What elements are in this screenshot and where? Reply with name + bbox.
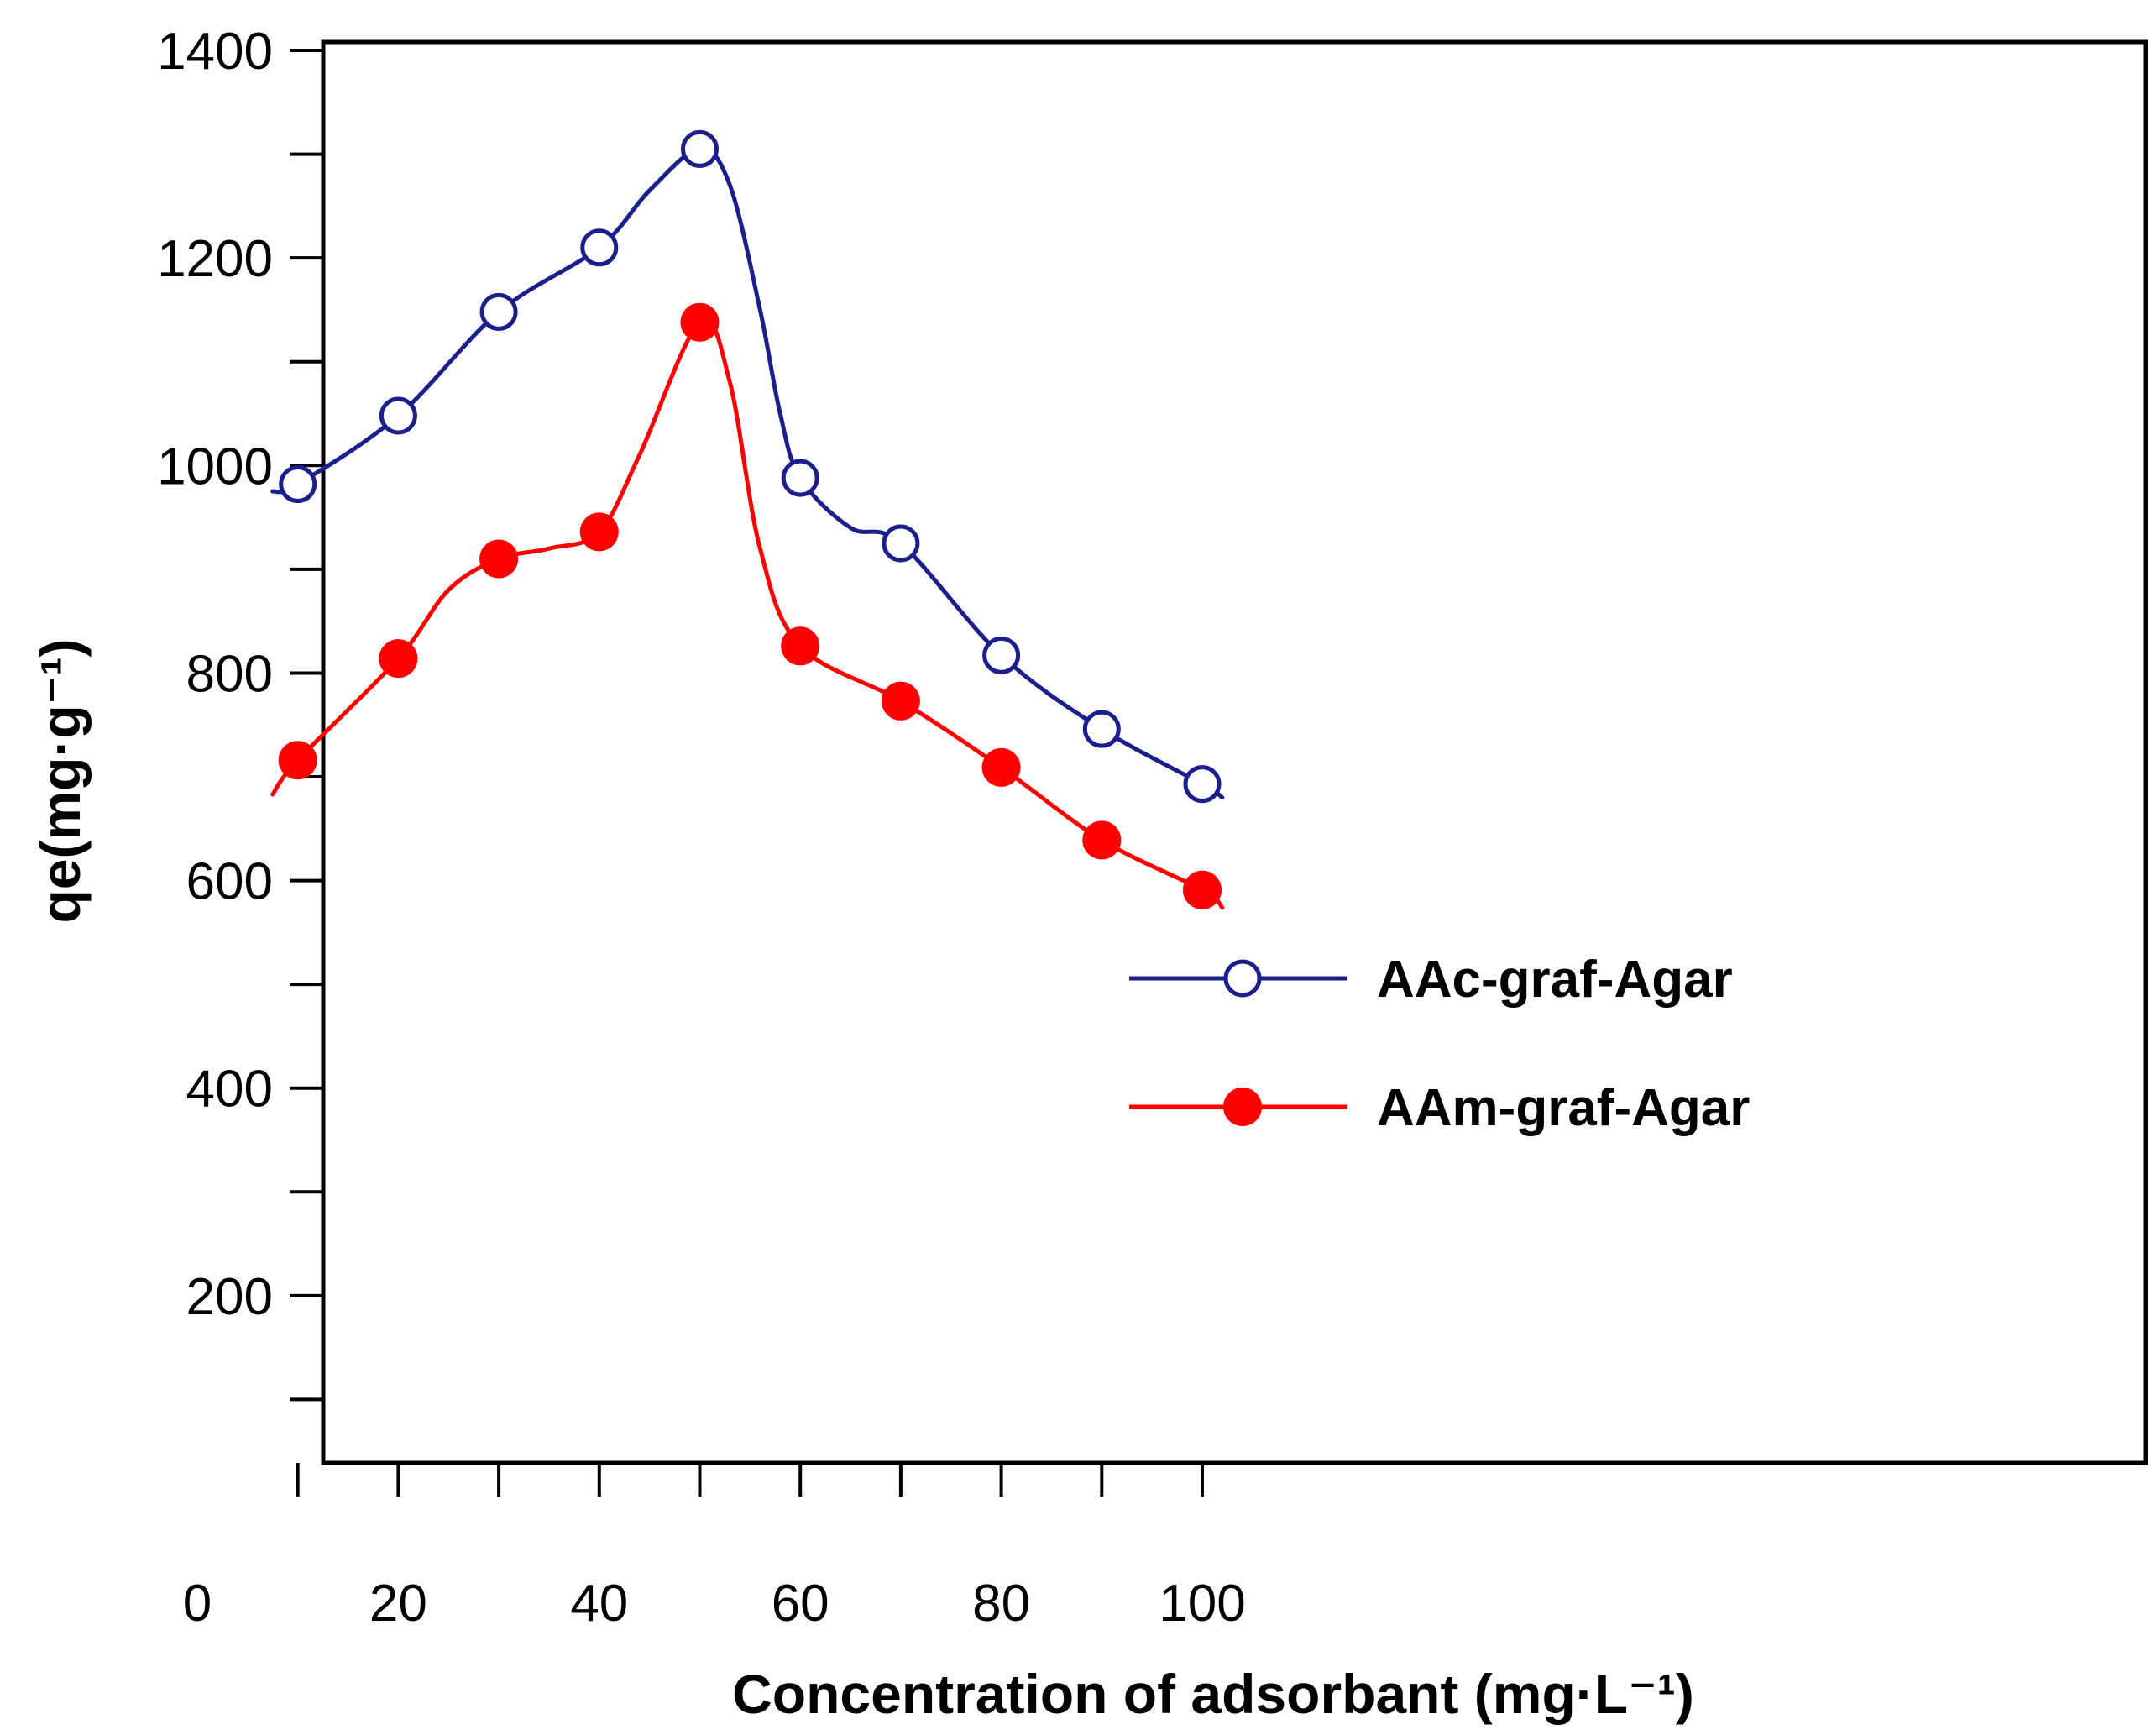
y-tick-label: 800 [186,645,273,703]
legend-marker-series-0 [1223,959,1262,998]
data-point-series-0 [681,129,719,168]
y-tick-label: 200 [186,1268,273,1326]
y-tick-label: 1200 [157,230,273,288]
x-tick-label: 100 [1159,1575,1245,1633]
data-point-series-0 [379,396,417,435]
data-point-series-0 [1183,765,1222,804]
data-point-series-0 [279,465,317,504]
x-axis-title: Concentration of adsorbant (mg·L⁻¹) [732,1663,1694,1725]
data-point-series-1 [479,539,519,579]
plot-frame [321,39,2148,1465]
x-tick-label: 80 [972,1575,1030,1633]
x-tick-label: 60 [772,1575,829,1633]
data-point-series-1 [1082,820,1122,860]
data-point-series-0 [882,524,920,563]
data-point-series-1 [981,747,1021,787]
data-point-series-1 [579,512,619,552]
data-point-series-0 [781,459,819,497]
y-tick-label: 1000 [157,438,273,495]
legend-label-series-0: AAc-graf-Agar [1377,951,1733,1009]
data-point-series-1 [781,626,820,666]
y-ticks-layer: 200 400 600 800 1000 1200 1400 [157,23,323,1402]
y-tick-label: 600 [186,853,273,911]
legend-marker-series-1 [1223,1088,1262,1126]
data-point-series-0 [479,292,518,331]
data-point-series-1 [278,741,317,780]
y-axis-title: qe(mg·g⁻¹) [29,638,92,923]
data-point-series-0 [580,228,619,267]
y-tick-label: 400 [186,1061,273,1119]
data-point-series-0 [982,636,1021,674]
x-tick-label: 20 [369,1575,427,1633]
data-point-series-0 [1082,710,1121,748]
series-line-0 [270,146,1225,800]
data-point-series-1 [1183,870,1222,909]
data-point-series-1 [379,639,418,679]
legend-label-series-1: AAm-graf-Agar [1377,1079,1750,1137]
curves-layer [270,146,1225,910]
data-point-series-1 [680,302,720,342]
x-tick-label: 0 [183,1575,212,1633]
x-tick-label: 40 [570,1575,628,1633]
plot-frame-layer [321,39,2148,1465]
data-point-series-1 [881,681,920,721]
y-tick-label: 1400 [157,23,273,81]
legend: AAc-graf-Agar AAm-graf-Agar [1129,951,1750,1137]
x-ticks-layer: 0 20 40 60 80 100 [183,1463,1246,1633]
points-layer [278,129,1222,909]
